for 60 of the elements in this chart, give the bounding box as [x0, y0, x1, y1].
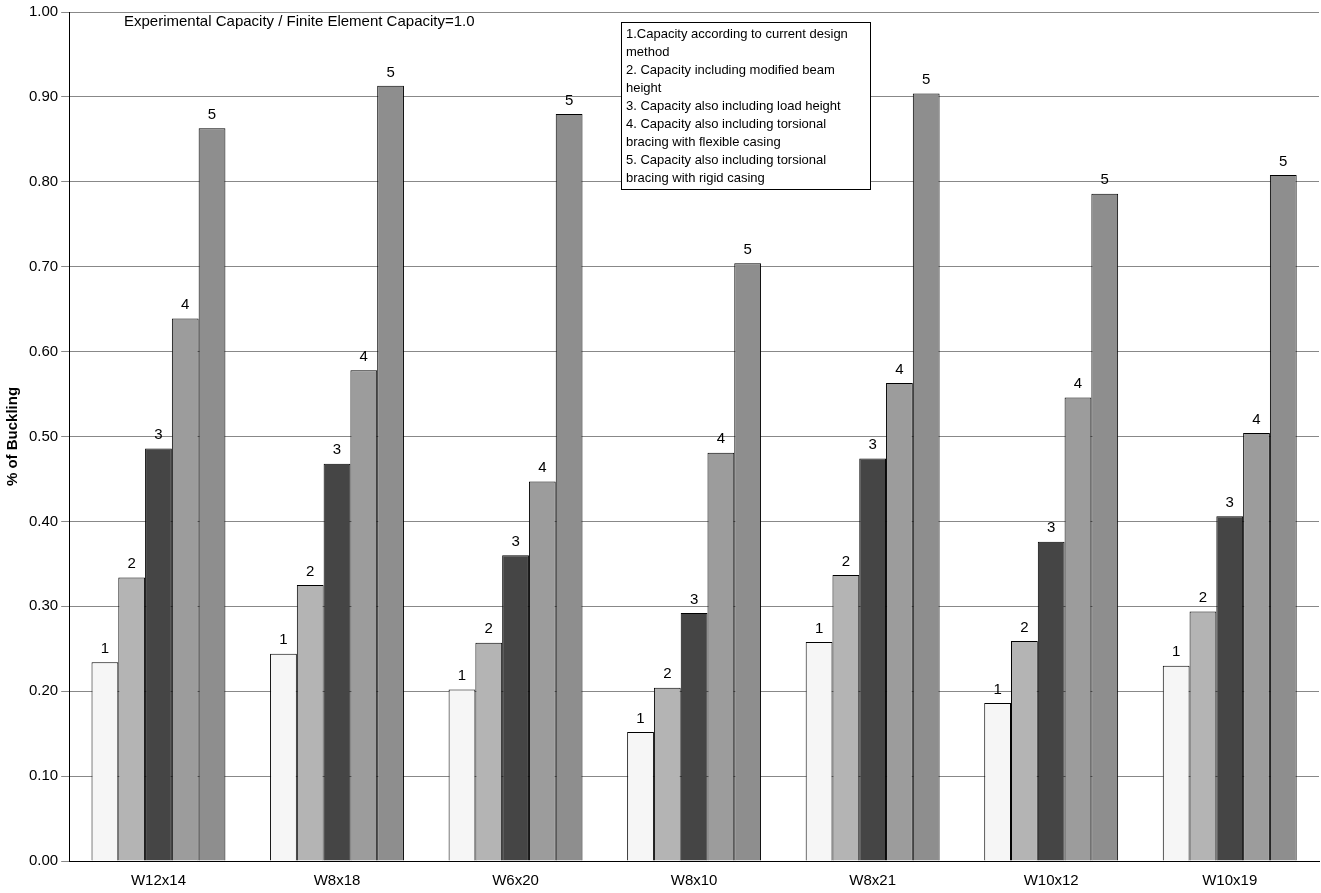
text: 3	[868, 435, 877, 453]
y-tick-label: 0.30	[28, 596, 59, 614]
y-tick-label: 0.90	[28, 87, 59, 105]
y-tick-label: 0.50	[28, 426, 59, 444]
annotation: 4. Capacity also including torsional bracing with flexible casing	[626, 115, 828, 151]
text: 5	[207, 104, 217, 122]
text: 3	[689, 589, 699, 607]
text: 1	[636, 708, 645, 726]
text: 4	[895, 359, 904, 377]
text: 4	[538, 458, 547, 476]
y-tick-label: 0.80	[28, 171, 59, 189]
y-tick-label: 0.00	[28, 851, 59, 869]
text: 5	[743, 239, 752, 257]
text: 1	[457, 666, 467, 684]
series-label: 5	[1100, 170, 1109, 188]
text: 5	[386, 62, 395, 80]
text: 5	[922, 70, 931, 88]
series-label: 3	[1225, 492, 1234, 510]
text: 2	[663, 664, 672, 682]
x-tick-label: W8x18	[313, 871, 361, 889]
y-tick-label: 0.40	[28, 511, 59, 529]
y-tick-label: 1.00	[28, 2, 59, 20]
x-tick-label: W8x10	[670, 871, 718, 889]
y-tick-label: 0.70	[28, 256, 59, 274]
text: 4	[1252, 409, 1261, 427]
annotation: 3. Capacity also including load height	[626, 97, 842, 115]
annotation: 2. Capacity including modified beam height	[626, 61, 836, 97]
y-tick-label: 0.10	[28, 766, 59, 784]
text: 2	[484, 619, 493, 637]
text: 1	[993, 679, 1002, 697]
annotation: 5. Capacity also including torsional bracing with rigid casing	[626, 151, 828, 187]
text: 2	[1198, 588, 1208, 606]
text: 1	[279, 630, 288, 648]
text: 4	[716, 429, 726, 447]
annotation: 1.Capacity according to current design method	[626, 25, 849, 61]
x-tick-label: W10x12	[1023, 871, 1079, 889]
text: 4	[1073, 374, 1083, 392]
text: 4	[181, 295, 190, 313]
y-axis-title: % of Buckling	[3, 386, 21, 487]
text: 3	[154, 425, 163, 443]
series-label: 1	[100, 638, 110, 656]
text: 3	[1047, 518, 1056, 536]
text: 5	[564, 90, 574, 108]
x-tick-label: W10x19	[1202, 871, 1258, 889]
series-label: 2	[127, 554, 136, 572]
x-tick-label: W8x21	[849, 871, 896, 889]
text: 2	[841, 551, 851, 569]
text: 2	[306, 561, 315, 579]
text: 1	[814, 618, 824, 636]
text: 5	[1279, 151, 1288, 169]
x-tick-label: W12x14	[130, 871, 186, 889]
text: 3	[332, 440, 342, 458]
text: 3	[511, 532, 520, 549]
series-label: 4	[359, 346, 368, 364]
x-tick-label: W6x20	[492, 871, 539, 889]
annotation: Experimental Capacity / Finite Element Capacity=1.0	[124, 12, 475, 29]
y-tick-label: 0.60	[28, 341, 59, 359]
text: 1	[1171, 642, 1181, 660]
text: 2	[1020, 617, 1029, 635]
y-tick-label: 0.20	[28, 681, 59, 699]
